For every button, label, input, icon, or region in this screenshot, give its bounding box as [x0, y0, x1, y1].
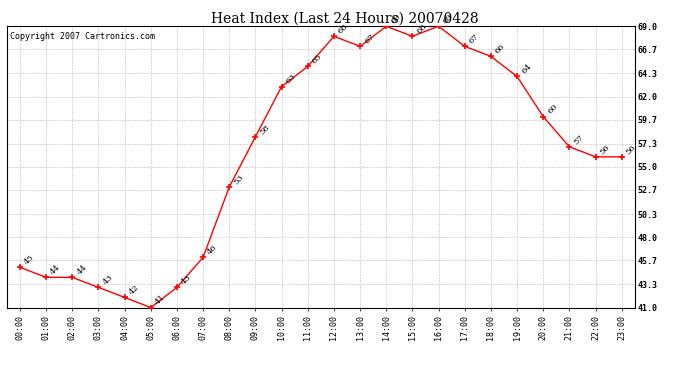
- Text: 67: 67: [468, 32, 481, 45]
- Text: 66: 66: [493, 42, 506, 56]
- Text: 44: 44: [75, 263, 88, 277]
- Text: 41: 41: [154, 293, 167, 307]
- Text: Copyright 2007 Cartronics.com: Copyright 2007 Cartronics.com: [10, 32, 155, 41]
- Text: 65: 65: [310, 53, 324, 66]
- Text: 45: 45: [23, 253, 36, 267]
- Text: 42: 42: [128, 284, 141, 297]
- Text: 56: 56: [598, 143, 611, 156]
- Text: Heat Index (Last 24 Hours) 20070428: Heat Index (Last 24 Hours) 20070428: [211, 11, 479, 25]
- Text: 63: 63: [284, 73, 297, 86]
- Text: 69: 69: [442, 12, 455, 26]
- Text: 56: 56: [624, 143, 638, 156]
- Text: 44: 44: [49, 263, 62, 277]
- Text: 60: 60: [546, 103, 559, 116]
- Text: 57: 57: [572, 133, 585, 146]
- Text: 43: 43: [101, 273, 115, 286]
- Text: 68: 68: [415, 22, 428, 36]
- Text: 67: 67: [363, 32, 376, 45]
- Text: 68: 68: [337, 22, 350, 36]
- Text: 43: 43: [179, 273, 193, 286]
- Text: 46: 46: [206, 243, 219, 256]
- Text: 53: 53: [232, 173, 246, 186]
- Text: 69: 69: [389, 12, 402, 26]
- Text: 64: 64: [520, 62, 533, 76]
- Text: 58: 58: [258, 123, 271, 136]
